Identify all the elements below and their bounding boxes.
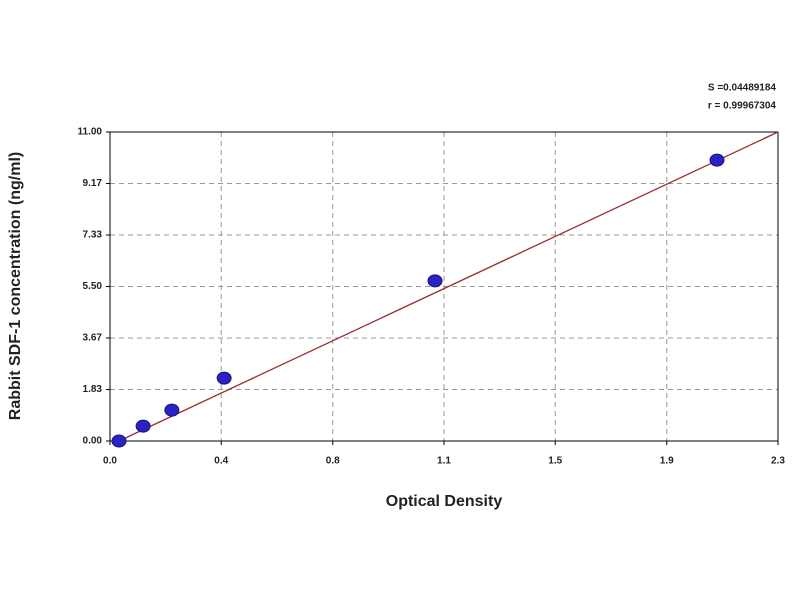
x-tick-label: 0.4 [214,456,228,467]
y-tick-label: 5.50 [83,281,103,292]
x-tick-label: 1.1 [437,456,451,467]
data-point [135,419,151,433]
x-tick-label: 1.9 [660,456,674,467]
y-axis-title: Rabbit SDF-1 concentration (ng/ml) [7,152,24,420]
y-tick-label: 1.83 [83,384,103,395]
y-tick-label: 0.00 [83,436,103,447]
x-tick-label: 0.8 [326,456,340,467]
x-tick-label: 2.3 [771,456,785,467]
y-tick-label: 11.00 [78,127,103,138]
y-tick-label: 9.17 [83,178,103,189]
x-tick-label: 0.0 [103,456,117,467]
data-point [164,403,180,417]
data-point [111,434,127,448]
y-tick-label: 3.67 [83,333,103,344]
data-point [427,274,443,288]
fit-line [118,131,779,442]
annotation: S =0.04489184 [708,83,777,94]
data-point [709,153,725,167]
plot-frame [109,131,779,442]
data-point [216,371,232,385]
x-tick-label: 1.5 [548,456,562,467]
annotation: r = 0.99967304 [708,101,777,112]
x-axis-title: Optical Density [386,493,503,510]
y-tick-label: 7.33 [83,230,103,241]
